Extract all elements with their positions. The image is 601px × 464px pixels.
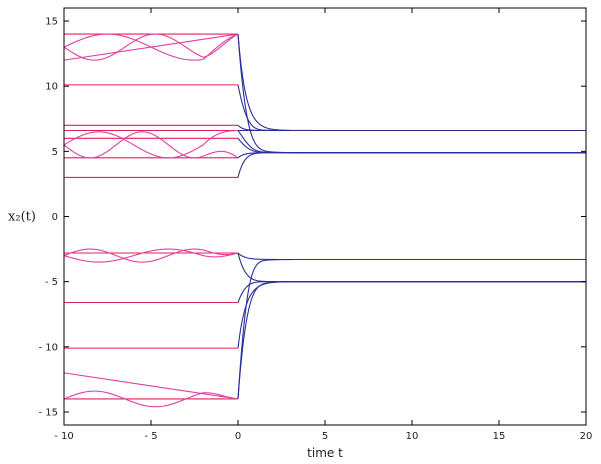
history-wave — [63, 33, 239, 61]
x-tick-label: 0 — [235, 431, 241, 442]
y-tick-label: 15 — [45, 17, 58, 28]
x-tick-label: - 5 — [144, 431, 157, 442]
y-tick-label: - 5 — [45, 277, 58, 288]
plot-frame — [63, 7, 587, 426]
solution-line — [237, 252, 586, 283]
history-wave — [63, 248, 239, 263]
x-tick-label: - 10 — [54, 431, 74, 442]
solution-line — [237, 152, 586, 159]
solution-line — [237, 130, 586, 154]
solution-line — [237, 281, 586, 399]
x-axis-label: time t — [307, 446, 343, 460]
solution-line — [237, 252, 586, 261]
x-tick-label: 10 — [406, 431, 419, 442]
history-wave — [63, 248, 239, 263]
solution-line — [237, 84, 586, 132]
solution-line — [237, 281, 586, 349]
y-tick-label: 10 — [45, 82, 58, 93]
solution-line — [237, 281, 586, 303]
y-tick-label: 0 — [52, 212, 58, 223]
x-tick-label: 15 — [493, 431, 506, 442]
history-wave — [63, 129, 239, 159]
solution-line — [237, 124, 586, 132]
y-tick-label: 5 — [52, 147, 58, 158]
y-tick-label: - 10 — [38, 342, 58, 353]
history-wave — [63, 33, 239, 61]
history-wave — [63, 131, 239, 159]
solution-line — [237, 258, 586, 399]
solution-line — [237, 152, 586, 178]
solution-curves — [237, 34, 586, 399]
x-tick-label: 20 — [580, 431, 593, 442]
x-tick-label: 5 — [322, 431, 328, 442]
solution-line — [237, 34, 586, 154]
x-ticks: - 10 - 5 0 5 10 15 20 — [54, 8, 592, 442]
history-line — [63, 372, 239, 400]
history-curves — [63, 33, 239, 408]
y-ticks: - 15 - 10 - 5 0 5 10 15 — [38, 17, 586, 418]
y-tick-label: - 15 — [38, 407, 58, 418]
solution-line — [237, 34, 586, 132]
history-wave — [63, 390, 239, 408]
y-axis-label: x₂(t) — [8, 210, 36, 225]
solution-line — [237, 137, 586, 154]
